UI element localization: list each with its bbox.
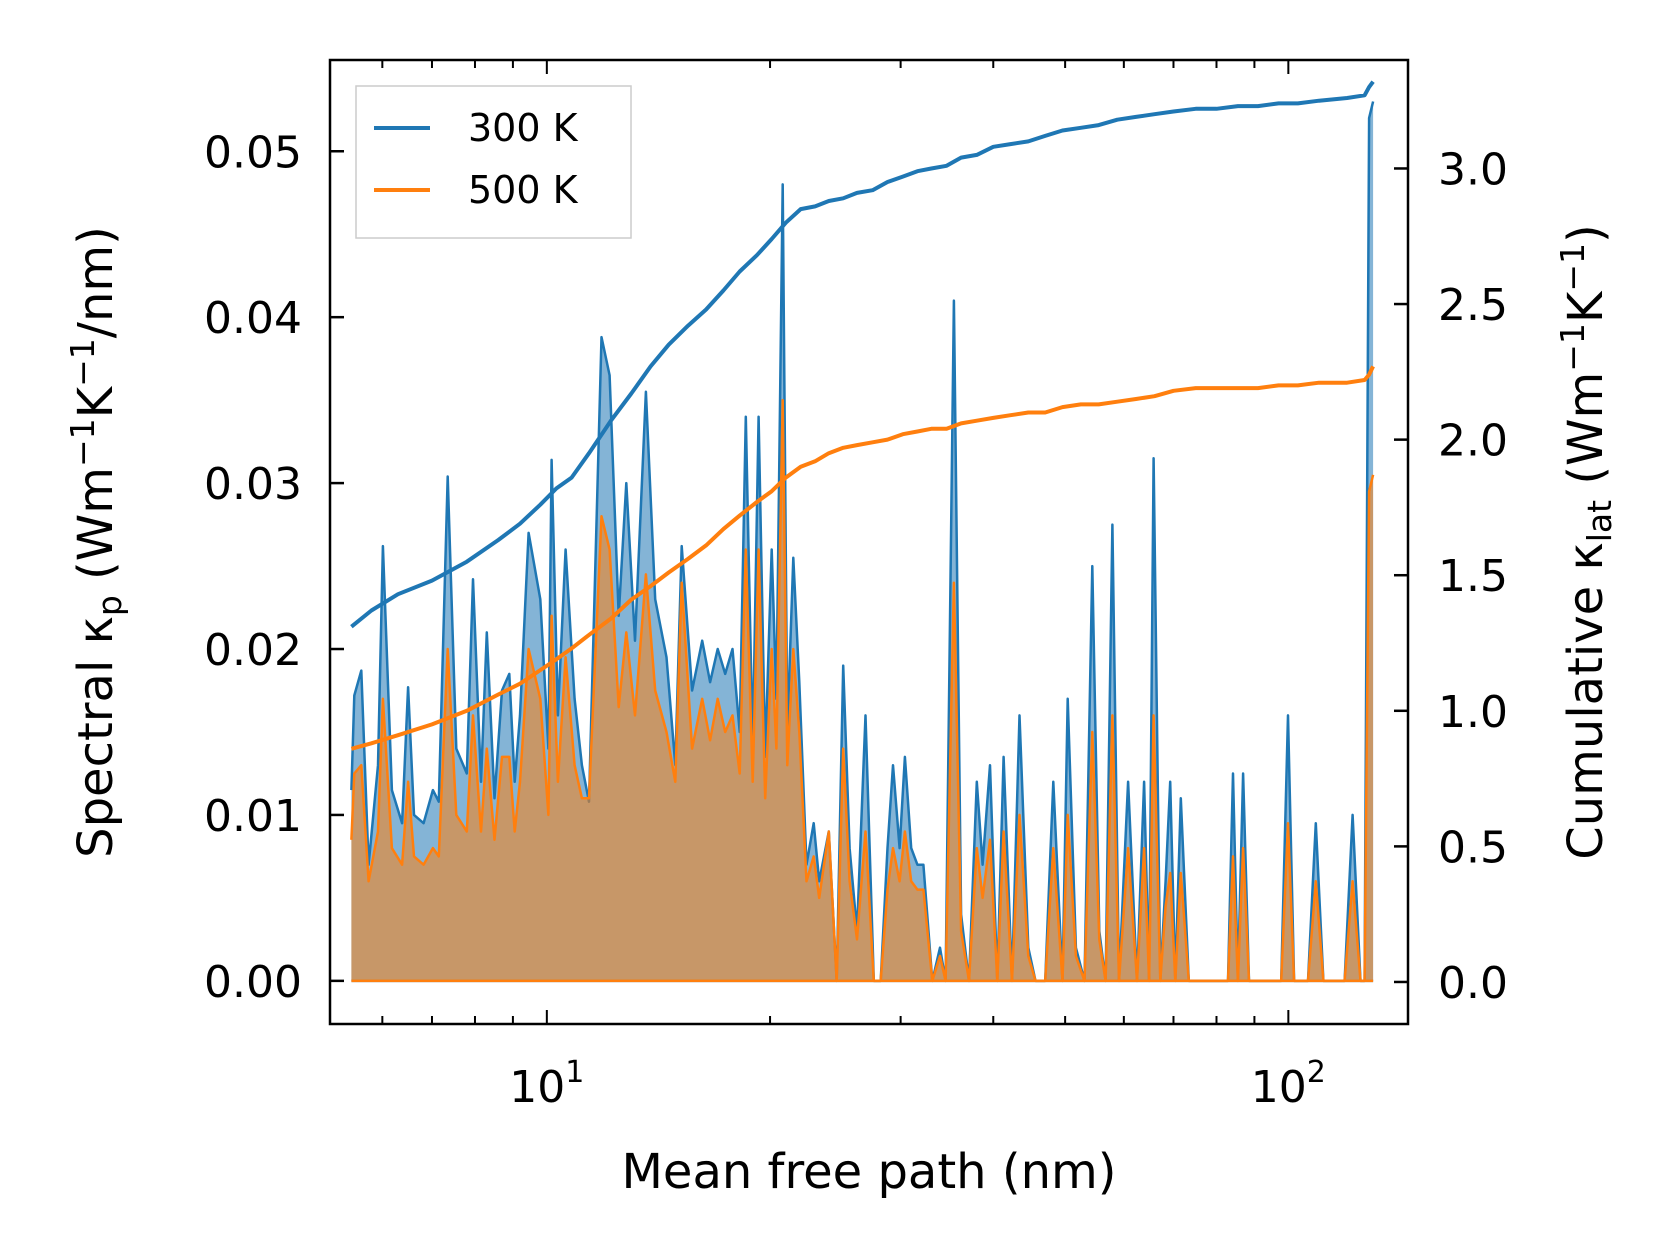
left-y-axis-label: Spectral κp (Wm−1K−1/nm)	[63, 226, 129, 858]
x-tick-label-base: 10	[509, 1062, 565, 1113]
right-y-tick-label: 1.0	[1438, 687, 1508, 738]
right-y-label-exp1: −1	[1553, 323, 1592, 372]
left-y-label-main: Spectral κ	[68, 616, 124, 858]
left-y-label-exp1: −1	[63, 418, 102, 467]
right-y-label-main: Cumulative κ	[1558, 542, 1614, 860]
left-y-label-exp2: −1	[63, 338, 102, 387]
right-y-tick-label: 1.5	[1438, 551, 1508, 602]
cumulative-line-500k	[350, 365, 1375, 751]
left-y-label-sub: p	[90, 595, 129, 616]
left-y-label-unit-mid: K	[68, 385, 124, 418]
plot-frame	[328, 58, 1410, 1026]
right-y-tick-label: 0.0	[1438, 958, 1508, 1009]
left-y-tick-label: 0.03	[204, 459, 302, 510]
left-y-label-unit-close: /nm)	[68, 226, 124, 338]
legend-label-300k: 300 K	[468, 106, 579, 150]
right-y-tick-label: 0.5	[1438, 822, 1508, 873]
x-tick-label-exponent: 2	[1307, 1055, 1326, 1090]
x-tick-label: 102	[1251, 1055, 1326, 1113]
spectral-fill-500k	[351, 400, 1374, 981]
right-y-axis-label: Cumulative κlat (Wm−1K−1)	[1553, 224, 1619, 860]
cumulative-line-300k	[350, 80, 1375, 629]
right-y-label-unit-mid: K	[1558, 290, 1614, 323]
axis-ticks: 0.00 0.01 0.02 0.03 0.04 0.05 0.0 0.5 1.0 1.5 2.0 2…	[204, 60, 1508, 1113]
right-y-label-sub: lat	[1580, 500, 1619, 542]
left-y-tick-label: 0.01	[204, 791, 302, 842]
x-axis-label: Mean free path (nm)	[622, 1144, 1117, 1200]
right-y-label-unit-open: (Wm	[1558, 372, 1614, 500]
right-y-label-unit-close: )	[1558, 224, 1614, 243]
left-y-tick-label: 0.05	[204, 127, 302, 178]
left-y-tick-label: 0.00	[204, 957, 302, 1008]
plot-area	[350, 80, 1375, 983]
left-y-tick-label: 0.02	[204, 625, 302, 676]
x-tick-label: 101	[509, 1055, 584, 1113]
legend-box	[355, 85, 632, 239]
left-y-tick-label: 0.04	[204, 293, 302, 344]
right-y-tick-label: 2.0	[1438, 416, 1508, 467]
legend: 300 K 500 K	[355, 85, 632, 239]
left-y-label-unit-open: (Wm	[68, 467, 124, 595]
x-tick-label-base: 10	[1251, 1062, 1307, 1113]
right-y-tick-label: 2.5	[1438, 280, 1508, 331]
legend-label-500k: 500 K	[468, 168, 579, 212]
x-tick-label-exponent: 1	[565, 1055, 584, 1090]
spectral-line-500k	[350, 398, 1375, 983]
right-y-label-exp2: −1	[1553, 243, 1592, 292]
right-y-tick-label: 3.0	[1438, 144, 1508, 195]
